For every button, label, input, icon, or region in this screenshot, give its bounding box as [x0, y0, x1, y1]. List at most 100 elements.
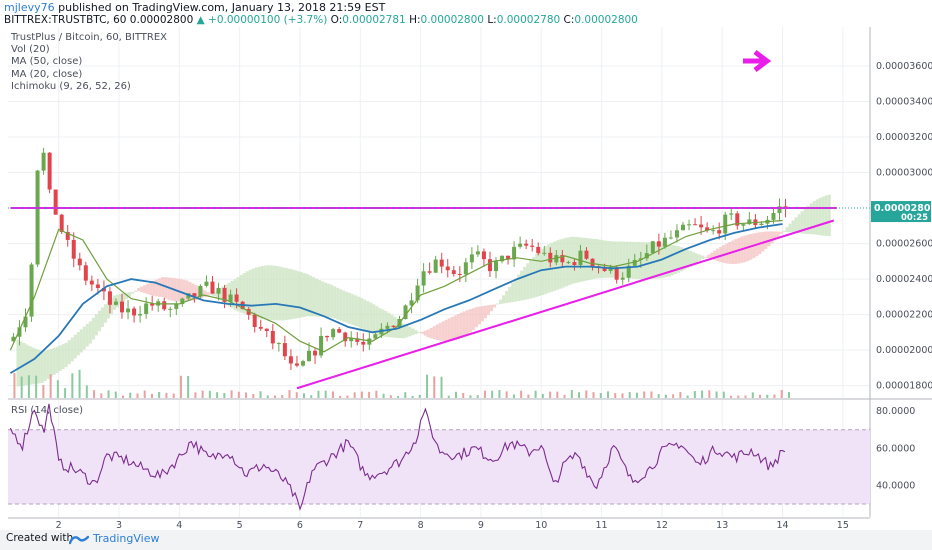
volume-bar: [483, 390, 486, 398]
candle-body: [391, 325, 396, 328]
cloud-slice: [667, 244, 671, 277]
cloud-slice: [797, 214, 801, 234]
cloud-slice: [218, 288, 222, 301]
volume-bar: [570, 390, 573, 398]
volume-bar: [621, 393, 624, 398]
cloud-slice: [161, 277, 165, 298]
cloud-slice: [125, 292, 129, 300]
open-label: O:: [330, 14, 343, 26]
volume-bar: [440, 376, 443, 398]
volume-bar: [172, 393, 175, 398]
candle-body: [427, 271, 432, 273]
tradingview-brand-link[interactable]: TradingView: [93, 532, 160, 545]
cloud-slice: [115, 294, 119, 308]
cloud-slice: [583, 237, 587, 281]
cloud-slice: [315, 278, 319, 317]
candle-body: [500, 255, 505, 262]
candle-body: [180, 298, 185, 305]
volume-bar: [462, 393, 465, 398]
time-tick-label: 11: [596, 520, 608, 530]
cloud-slice: [76, 332, 80, 356]
cloud-slice: [710, 252, 714, 260]
high-value: 0.00002800: [420, 14, 484, 26]
cloud-slice: [511, 282, 515, 303]
drawings[interactable]: [8, 50, 870, 390]
candle-body: [512, 246, 517, 260]
candle-body: [699, 224, 704, 228]
volume-bar: [664, 394, 667, 398]
cloud-slice: [182, 279, 186, 302]
cloud-slice: [118, 293, 123, 305]
cloud-slice: [290, 269, 294, 320]
cloud-slice: [676, 246, 680, 273]
cloud-slice: [492, 304, 497, 308]
cloud-slice: [646, 242, 650, 280]
volume-bar: [216, 392, 219, 398]
cloud-slice: [37, 350, 41, 384]
price-tick-label: 0.00001800: [876, 381, 932, 392]
ma20-line: [9, 219, 783, 353]
candle-body: [463, 262, 468, 275]
cloud-slice: [701, 255, 705, 259]
candle-body: [132, 308, 137, 316]
cloud-slice: [785, 227, 789, 232]
candle-body: [35, 170, 40, 265]
cloud-slice: [465, 310, 469, 335]
candle-body: [602, 267, 607, 271]
rsi-tick-label: 60.0000: [876, 443, 915, 454]
cloud-slice: [88, 321, 92, 344]
cloud-slice: [351, 294, 355, 325]
cloud-slice: [411, 328, 415, 336]
last-price: 0.00002800: [129, 14, 194, 26]
cloud-slice: [574, 236, 578, 283]
volume-bar: [397, 395, 400, 398]
volume-bar: [201, 390, 204, 398]
candle-body: [674, 230, 679, 238]
price-tick-label: 0.00003600: [876, 61, 932, 72]
volume-bar: [686, 395, 689, 398]
low-label: L:: [487, 14, 497, 26]
volume-bar: [563, 394, 566, 398]
cloud-slice: [372, 304, 376, 334]
candle-body: [554, 255, 559, 263]
cloud-slice: [782, 230, 786, 232]
volume-bar: [122, 395, 125, 398]
cloud-slice: [414, 330, 418, 335]
time-tick-label: 8: [418, 520, 424, 530]
rsi-legend: RSI (14, close): [11, 405, 84, 416]
volume-bar: [672, 394, 675, 398]
volume-bar: [491, 390, 494, 398]
cloud-slice: [55, 346, 59, 373]
volume-bar: [578, 392, 581, 398]
candle-body: [361, 341, 366, 345]
cloud-slice: [704, 256, 708, 258]
candle-body: [572, 262, 577, 265]
volume-bar: [549, 391, 552, 398]
price-tick-label: 0.00003000: [876, 168, 932, 179]
cloud-slice: [342, 290, 346, 322]
cloud-slice: [538, 251, 542, 297]
author-link[interactable]: mjlevy76: [4, 1, 55, 14]
candle-body: [47, 152, 52, 190]
cloud-slice: [82, 326, 86, 350]
volume-bar: [223, 392, 226, 398]
candle-body: [662, 237, 667, 247]
cloud-slice: [97, 310, 101, 332]
cloud-slice: [360, 298, 364, 329]
time-tick-label: 9: [478, 520, 484, 530]
price-tick-label: 0.00002000: [876, 345, 932, 356]
candle-body: [65, 231, 70, 240]
cloud-slice: [529, 259, 533, 299]
cloud-slice: [357, 296, 361, 328]
cloud-slice: [260, 266, 264, 319]
cloud-slice: [664, 243, 668, 278]
cloud-slice: [643, 242, 647, 280]
candle-body: [711, 230, 716, 232]
cloud-slice: [100, 307, 104, 328]
cloud-slice: [502, 295, 506, 304]
cloud-slice: [408, 326, 412, 337]
candle-body: [349, 338, 354, 342]
chart-canvas[interactable]: 0.00003600 0.00003400 0.00003200 0.00003000…: [0, 27, 932, 530]
cloud-slice: [242, 273, 246, 314]
volume-bar: [353, 392, 356, 398]
